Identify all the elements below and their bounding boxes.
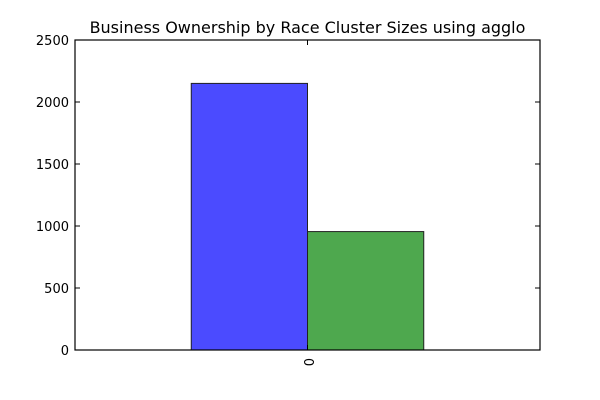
bar-series-0-cat-0 bbox=[190, 82, 308, 351]
y-tick-label: 1000 bbox=[36, 220, 69, 235]
y-tick-label: 500 bbox=[44, 282, 69, 297]
x-tick-label: 0 bbox=[300, 358, 315, 366]
bar-series-1-cat-0 bbox=[307, 231, 425, 351]
chart-title: Business Ownership by Race Cluster Sizes… bbox=[90, 18, 526, 37]
y-tick-label: 2500 bbox=[36, 34, 69, 49]
axes: 0 0 500 1000 1500 2000 2500 bbox=[36, 34, 541, 366]
y-tick-label: 2000 bbox=[36, 96, 69, 111]
y-tick-label: 1500 bbox=[36, 158, 69, 173]
bars bbox=[190, 82, 425, 351]
plot-frame bbox=[74, 39, 541, 351]
y-tick-label: 0 bbox=[61, 344, 69, 359]
